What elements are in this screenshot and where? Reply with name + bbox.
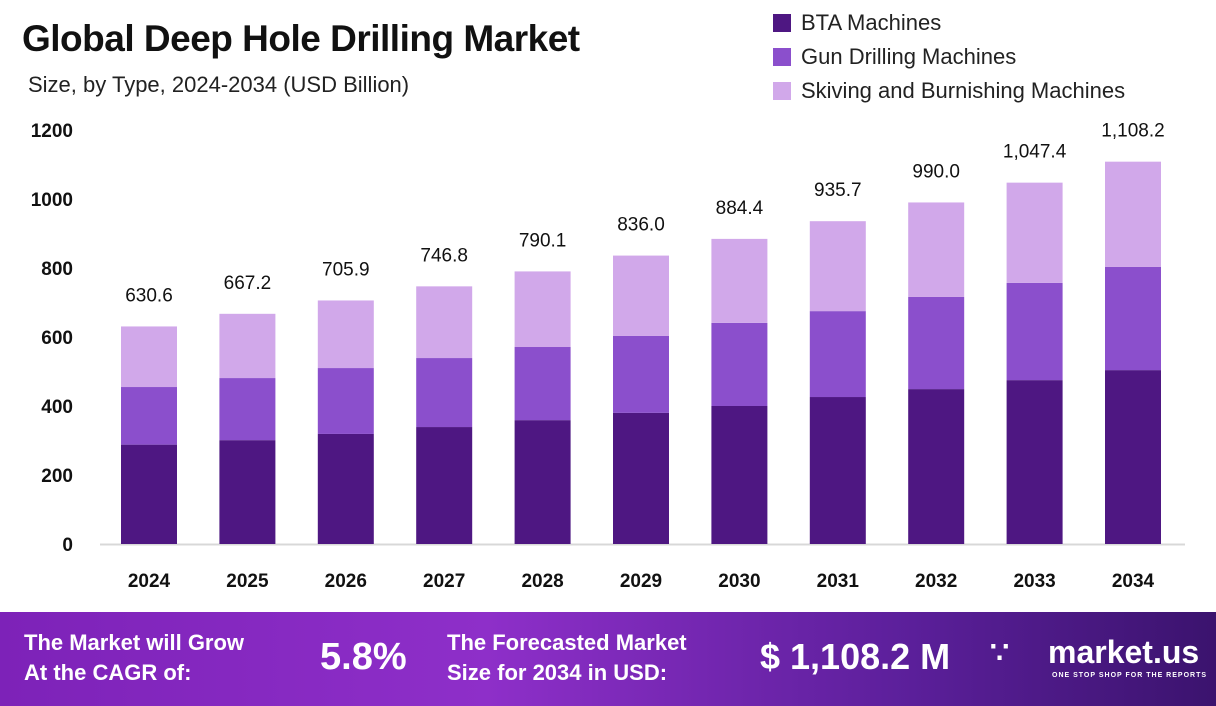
forecast-label-line1: The Forecasted Market	[447, 630, 687, 655]
bar-segment-gun-drilling	[416, 358, 473, 428]
forecast-label-line2: Size for 2034 in USD:	[447, 660, 668, 685]
chart-title: Global Deep Hole Drilling Market	[22, 18, 580, 59]
bar-total-label: 836.0	[617, 215, 665, 236]
cagr-label-line2: At the CAGR of:	[24, 660, 192, 685]
summary-banner: The Market will Grow At the CAGR of: 5.8…	[0, 612, 1216, 706]
y-tick-label: 0	[62, 535, 73, 556]
forecast-value: $ 1,108.2 M	[760, 636, 951, 677]
bar-segment-skiving	[1006, 182, 1063, 283]
legend-item-gun-drilling: Gun Drilling Machines	[773, 40, 1125, 74]
logo-tagline: ONE STOP SHOP FOR THE REPORTS	[1052, 672, 1208, 679]
x-tick-label: 2033	[1013, 571, 1055, 592]
bar-segment-bta	[416, 427, 473, 544]
bar-segment-skiving	[613, 255, 669, 336]
bar-segment-bta	[121, 444, 177, 544]
bar-segment-gun-drilling	[514, 347, 571, 421]
x-tick-label: 2028	[521, 571, 563, 592]
legend-item-skiving: Skiving and Burnishing Machines	[773, 74, 1125, 108]
chart-plot: 0 200 400 600 800 1000 1200 630.6 2024 667.2 2025 7…	[31, 121, 1185, 592]
bar-segment-gun-drilling	[908, 296, 965, 390]
bar-segment-gun-drilling	[219, 378, 276, 441]
y-tick-label: 600	[41, 328, 73, 349]
legend-label: BTA Machines	[801, 10, 942, 35]
legend-item-bta: BTA Machines	[773, 6, 1125, 40]
bar-segment-gun-drilling	[613, 335, 669, 413]
x-tick-label: 2027	[423, 571, 465, 592]
bar-segment-gun-drilling	[317, 368, 374, 434]
x-tick-label: 2029	[620, 571, 662, 592]
bar-segment-bta	[514, 420, 571, 544]
bar-segment-gun-drilling	[1006, 282, 1063, 381]
bar-segment-skiving	[908, 202, 965, 297]
legend-swatch	[773, 48, 791, 66]
x-tick-label: 2026	[325, 571, 367, 592]
bar-segment-bta	[219, 440, 276, 544]
logo-text: market.us	[1048, 634, 1200, 670]
bar-segment-bta	[317, 433, 374, 544]
y-tick-label: 1000	[31, 190, 73, 211]
bar-segment-skiving	[317, 300, 374, 369]
legend-label: Gun Drilling Machines	[801, 44, 1017, 69]
x-tick-label: 2024	[128, 571, 171, 592]
bar-segment-bta	[613, 412, 669, 544]
bar-total-label: 746.8	[420, 245, 468, 266]
bar-segment-bta	[908, 389, 965, 544]
logo-icon: ∵	[990, 637, 1010, 670]
bar-total-label: 1,108.2	[1101, 121, 1164, 142]
legend: BTA Machines Gun Drilling Machines Skivi…	[773, 6, 1125, 108]
x-tick-label: 2034	[1112, 571, 1155, 592]
y-tick-label: 1200	[31, 121, 73, 142]
bar-segment-gun-drilling	[809, 311, 866, 398]
y-tick-label: 800	[41, 259, 73, 280]
bar-segment-bta	[711, 406, 768, 544]
bar-segment-skiving	[1105, 161, 1161, 267]
bar-total-label: 884.4	[716, 198, 764, 219]
y-tick-label: 400	[41, 397, 73, 418]
bar-segment-skiving	[219, 313, 276, 379]
bar-segment-skiving	[809, 221, 866, 312]
bar-segment-bta	[1105, 370, 1161, 544]
bar-segment-skiving	[121, 326, 177, 388]
x-tick-label: 2025	[226, 571, 269, 592]
x-tick-label: 2031	[817, 571, 860, 592]
cagr-label-line1: The Market will Grow	[24, 630, 245, 655]
bar-segment-gun-drilling	[1105, 266, 1161, 371]
bar-total-label: 630.6	[125, 285, 173, 306]
chart-subtitle: Size, by Type, 2024-2034 (USD Billion)	[28, 72, 410, 97]
bar-total-label: 667.2	[224, 273, 272, 294]
bar-total-label: 990.0	[912, 161, 960, 182]
x-tick-label: 2030	[718, 571, 760, 592]
bar-segment-bta	[809, 397, 866, 544]
bar-segment-gun-drilling	[121, 387, 177, 445]
bar-total-label: 935.7	[814, 180, 862, 201]
x-tick-label: 2032	[915, 571, 957, 592]
bar-total-label: 790.1	[519, 230, 567, 251]
legend-label: Skiving and Burnishing Machines	[801, 78, 1126, 103]
y-tick-label: 200	[41, 466, 73, 487]
bar-total-label: 1,047.4	[1003, 142, 1067, 163]
bar-segment-skiving	[514, 271, 571, 348]
legend-swatch	[773, 14, 791, 32]
bar-segment-skiving	[416, 286, 473, 359]
bar-segment-skiving	[711, 238, 768, 323]
cagr-value: 5.8%	[320, 636, 407, 678]
bar-segment-gun-drilling	[711, 322, 768, 406]
bar-segment-bta	[1006, 380, 1063, 544]
legend-swatch	[773, 82, 791, 100]
bar-total-label: 705.9	[322, 259, 370, 280]
